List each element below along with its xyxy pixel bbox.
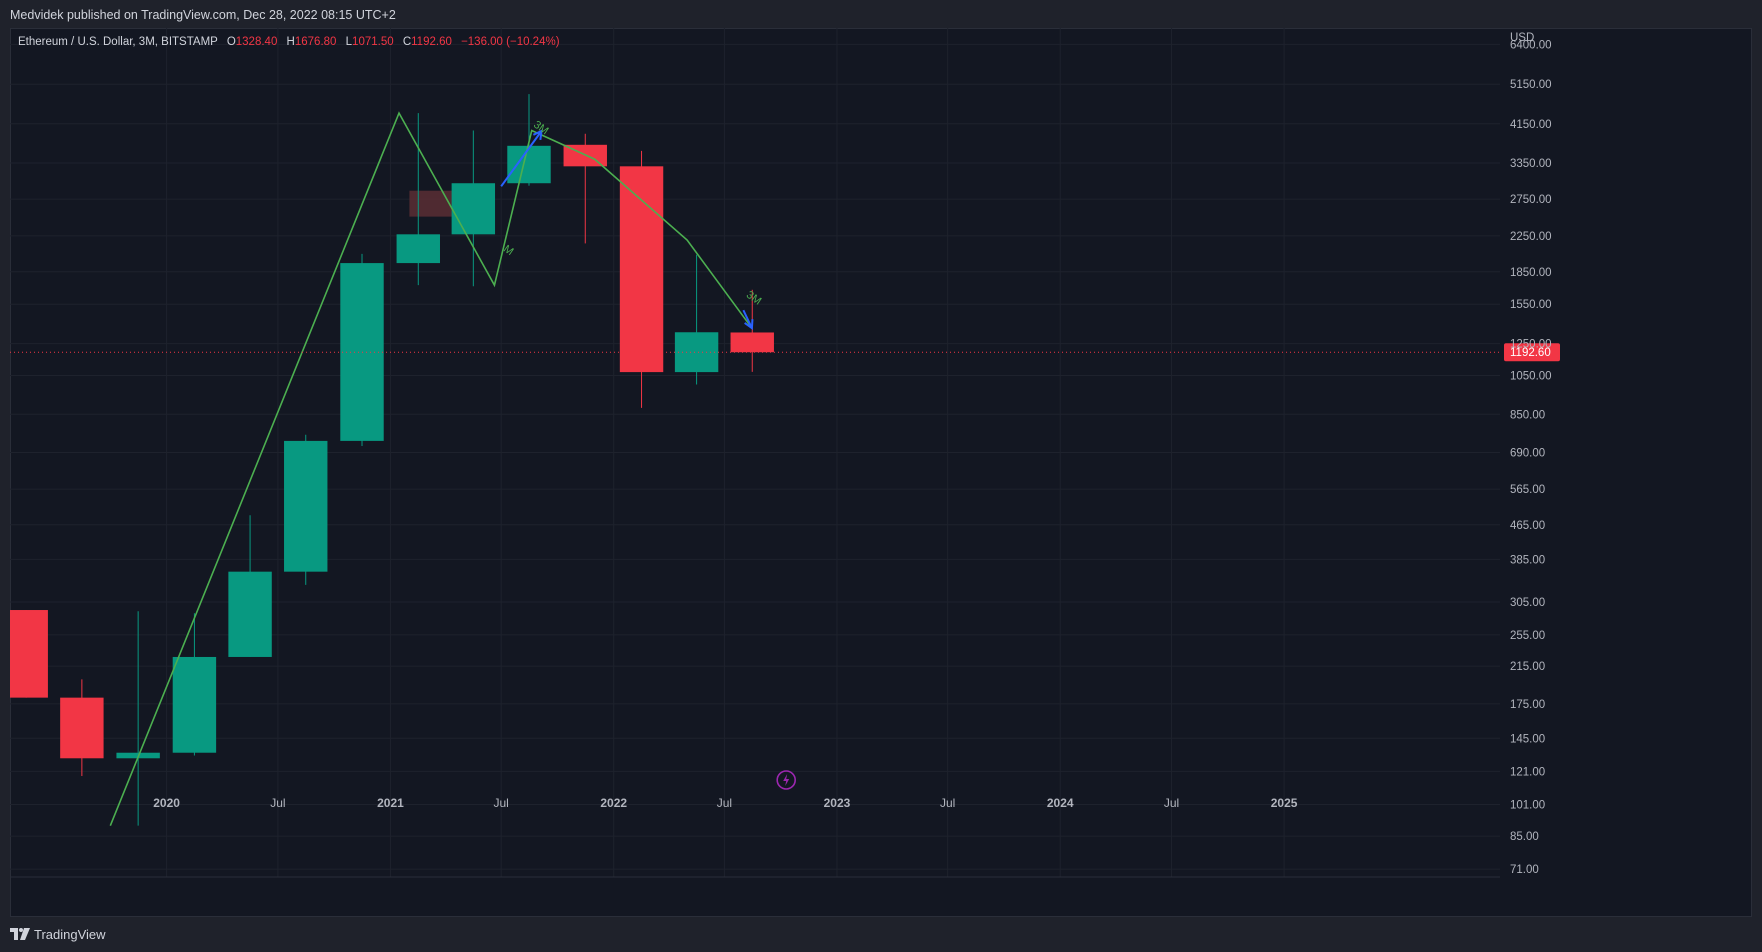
price-axis[interactable]: 6400.00 5150.00 4150.00 3350.00 2750.00 2250.…: [1510, 32, 1552, 876]
y-tick-label: 121.00: [1510, 766, 1545, 778]
flash-icon-bolt: [783, 774, 790, 786]
top-bar: Medvidek published on TradingView.com, D…: [0, 0, 1762, 28]
candle-body: [674, 332, 719, 373]
y-tick-label: 101.00: [1510, 800, 1545, 812]
candle-body: [228, 571, 272, 657]
currency-label: USD: [1510, 32, 1534, 44]
y-tick-label: 71.00: [1510, 864, 1539, 876]
y-tick-label: 1250.00: [1510, 339, 1552, 351]
y-tick-label: 1850.00: [1510, 267, 1552, 279]
y-tick-label: 175.00: [1510, 699, 1545, 711]
wave-label: 3M: [744, 289, 763, 308]
legend-change: −136.00 (−10.24%): [461, 36, 560, 48]
x-tick-label: Jul: [493, 796, 508, 810]
candle: [60, 679, 104, 777]
legend-symbol: Ethereum / U.S. Dollar, 3M, BITSTAMP: [18, 36, 218, 48]
footer-brand[interactable]: TradingView: [34, 927, 106, 942]
candle: [228, 515, 272, 657]
y-tick-label: 565.00: [1510, 484, 1545, 496]
footer: TradingView: [0, 917, 1762, 952]
legend-close-label: C: [402, 36, 412, 48]
grid-lines: [10, 28, 1500, 878]
candle-body: [60, 697, 104, 759]
candle: [619, 150, 664, 408]
last-price-label: 1192.60: [1510, 347, 1551, 359]
blue-arrow: [500, 129, 543, 187]
candle-body: [396, 234, 440, 264]
x-tick-label: 2021: [377, 796, 404, 810]
y-tick-label: 2750.00: [1510, 194, 1552, 206]
legend-close-value: 1192.60: [411, 36, 452, 48]
legend-high-label: H: [286, 36, 295, 48]
x-tick-label: 2025: [1271, 796, 1298, 810]
candle: [396, 113, 440, 286]
candle-body: [451, 183, 496, 235]
candle: [507, 94, 551, 186]
candle-body: [619, 166, 664, 373]
legend-low-value: 1071.50: [352, 36, 394, 48]
y-tick-label: 690.00: [1510, 447, 1545, 459]
chart-legend: Ethereum / U.S. Dollar, 3M, BITSTAMP O13…: [18, 36, 560, 48]
y-tick-label: 1050.00: [1510, 371, 1552, 383]
x-tick-label: 2024: [1047, 796, 1074, 810]
candle-body: [730, 332, 774, 353]
x-tick-label: 2020: [153, 796, 180, 810]
y-tick-label: 5150.00: [1510, 79, 1552, 91]
candle: [10, 610, 48, 698]
candle: [172, 613, 217, 756]
candle-body: [172, 656, 217, 753]
candle: [730, 289, 774, 372]
x-tick-label: Jul: [717, 796, 732, 810]
y-tick-label: 215.00: [1510, 661, 1545, 673]
legend-open-label: O: [226, 36, 236, 48]
price-line-layer: 1192.60: [10, 343, 1560, 362]
flash-icon[interactable]: [776, 770, 796, 790]
y-tick-label: 305.00: [1510, 597, 1545, 609]
candle: [284, 434, 328, 585]
y-tick-label: 1550.00: [1510, 299, 1552, 311]
x-tick-label: Jul: [1164, 796, 1179, 810]
legend-low-label: L: [345, 36, 353, 48]
last-price-badge: [1504, 343, 1560, 362]
candle: [563, 133, 607, 244]
candles: [10, 94, 774, 826]
y-tick-label: 255.00: [1510, 630, 1545, 642]
blue-arrow-line: [500, 130, 543, 187]
y-tick-label: 6400.00: [1510, 39, 1552, 51]
flash-icon-ring: [776, 770, 796, 790]
y-tick-label: 3350.00: [1510, 158, 1552, 170]
x-tick-label: 2022: [600, 796, 627, 810]
blue-arrow-head: [744, 319, 754, 331]
y-tick-label: 2250.00: [1510, 231, 1552, 243]
x-tick-label: 2023: [824, 796, 851, 810]
candle-body: [284, 440, 328, 572]
y-tick-label: 85.00: [1510, 831, 1539, 843]
y-tick-label: 145.00: [1510, 733, 1545, 745]
blue-arrow-line: [742, 309, 753, 329]
blue-arrow-head: [532, 129, 543, 141]
y-tick-label: 465.00: [1510, 520, 1545, 532]
candle-body: [507, 145, 551, 184]
legend-open-value: 1328.40: [235, 36, 278, 48]
candle: [340, 253, 384, 446]
y-tick-label: 4150.00: [1510, 119, 1552, 131]
time-axis[interactable]: 2020 Jul 2021 Jul 2022 Jul 2023 Jul 2024 Jul 2025: [153, 796, 1298, 810]
y-tick-label: 850.00: [1510, 409, 1545, 421]
y-tick-label: 385.00: [1510, 554, 1545, 566]
legend-high-value: 1676.80: [294, 36, 337, 48]
blue-arrow: [742, 309, 754, 331]
wave-line: [109, 111, 753, 826]
candle: [451, 130, 496, 287]
candle-body: [10, 610, 48, 698]
tradingview-logo-icon[interactable]: [10, 927, 32, 941]
published-caption: Medvidek published on TradingView.com, D…: [10, 8, 396, 22]
x-tick-label: Jul: [940, 796, 955, 810]
x-tick-label: Jul: [270, 796, 285, 810]
